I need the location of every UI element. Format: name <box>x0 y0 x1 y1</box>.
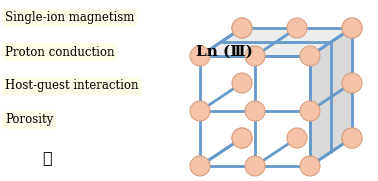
Circle shape <box>245 46 265 66</box>
Circle shape <box>300 101 320 121</box>
Text: ⋮: ⋮ <box>42 150 52 167</box>
Circle shape <box>287 128 307 148</box>
Circle shape <box>287 18 307 38</box>
Circle shape <box>232 18 252 38</box>
Polygon shape <box>310 28 352 166</box>
Circle shape <box>190 46 210 66</box>
Circle shape <box>300 156 320 176</box>
Polygon shape <box>200 28 352 56</box>
Circle shape <box>342 73 362 93</box>
Text: Single-ion magnetism: Single-ion magnetism <box>5 12 134 24</box>
Text: Porosity: Porosity <box>5 113 53 127</box>
Circle shape <box>232 73 252 93</box>
Text: Ln (Ⅲ): Ln (Ⅲ) <box>196 45 253 59</box>
Text: Host-guest interaction: Host-guest interaction <box>5 79 138 92</box>
Circle shape <box>342 128 362 148</box>
Circle shape <box>232 128 252 148</box>
Circle shape <box>342 18 362 38</box>
Circle shape <box>245 101 265 121</box>
Circle shape <box>245 156 265 176</box>
Circle shape <box>342 18 362 38</box>
Text: Proton conduction: Proton conduction <box>5 45 115 58</box>
Circle shape <box>190 156 210 176</box>
Circle shape <box>232 128 252 148</box>
Circle shape <box>232 18 252 38</box>
Circle shape <box>300 46 320 66</box>
Circle shape <box>342 128 362 148</box>
Circle shape <box>190 101 210 121</box>
